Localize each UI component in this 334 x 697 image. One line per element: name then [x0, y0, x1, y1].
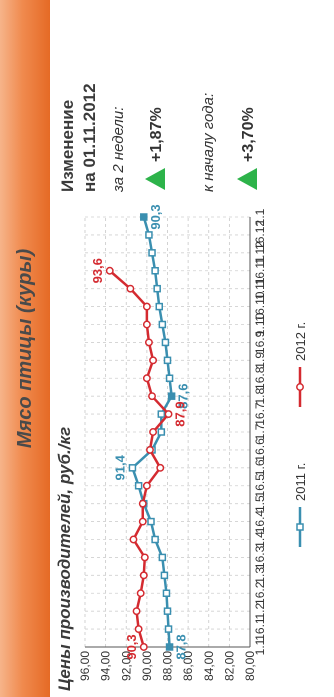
- data-point-2011: [158, 553, 167, 562]
- x-tick-label: 16.11: [253, 256, 267, 285]
- data-point-2011: [162, 589, 171, 597]
- data-point-2011: [151, 535, 159, 544]
- x-tick-label: 16.12: [253, 220, 267, 250]
- data-point-2012: [144, 338, 153, 347]
- data-point-2012: [138, 517, 147, 526]
- data-point-2011: [145, 231, 153, 239]
- legend-marker: [296, 383, 304, 391]
- y-tick-label: 90,00: [140, 651, 154, 681]
- data-point-2012: [136, 589, 145, 598]
- data-point-2012: [134, 625, 143, 634]
- data-point-2012: [146, 445, 154, 454]
- data-point-2011: [151, 267, 159, 275]
- y-tick-label: 80,00: [243, 651, 257, 681]
- data-point-2012: [126, 284, 135, 293]
- x-tick-label: 1.12: [253, 241, 267, 265]
- data-point-2012: [140, 553, 149, 562]
- data-point-2011: [165, 643, 174, 651]
- x-tick-label: 16.7: [253, 402, 267, 426]
- x-tick-label: 16.2: [253, 581, 267, 605]
- x-tick-label: 16.6: [253, 438, 267, 462]
- data-point-2012: [142, 481, 151, 490]
- data-point-2012: [156, 463, 165, 472]
- x-tick-label: 1.1: [253, 638, 267, 655]
- x-tick-label: 16.3: [253, 545, 267, 569]
- data-point-2011: [140, 213, 148, 221]
- data-point-2011: [157, 410, 166, 418]
- data-point-2011: [134, 482, 143, 490]
- y-tick-label: 84,00: [202, 651, 216, 681]
- x-tick-label: 1.5: [253, 495, 267, 512]
- data-label-2011: 87,6: [176, 384, 191, 409]
- legend-marker: [296, 523, 304, 531]
- y-tick-label: 82,00: [222, 651, 236, 681]
- data-point-2011: [128, 464, 137, 472]
- data-point-2011: [148, 249, 156, 257]
- x-tick-label: 1.2: [253, 603, 267, 620]
- x-tick-label: 16.10: [253, 291, 267, 321]
- x-tick-label: 16.9: [253, 330, 267, 354]
- y-tick-label: 96,00: [78, 651, 92, 681]
- data-point-2011: [157, 428, 166, 436]
- x-tick-label: 1.4: [253, 531, 267, 548]
- data-point-2011: [164, 625, 173, 633]
- series-line-2012: [108, 269, 171, 648]
- data-point-2011: [160, 571, 169, 580]
- x-tick-label: 1.8: [253, 388, 267, 405]
- data-point-2012: [164, 410, 173, 419]
- data-point-2012: [142, 320, 151, 329]
- x-tick-label: 16.4: [253, 510, 267, 534]
- data-point-2011: [167, 392, 176, 400]
- data-point-2012: [149, 428, 158, 436]
- y-tick-label: 86,00: [181, 651, 195, 681]
- legend-label: 2012 г.: [293, 322, 308, 361]
- x-tick-label: 1.10: [253, 312, 267, 336]
- data-point-2011: [163, 607, 172, 615]
- data-point-2011: [153, 284, 161, 293]
- x-tick-label: 1.7: [253, 423, 267, 440]
- data-point-2011: [147, 517, 155, 526]
- y-tick-label: 92,00: [119, 651, 133, 681]
- x-tick-label: 1.3: [253, 567, 267, 584]
- data-point-2011: [158, 320, 167, 329]
- x-tick-label: 1.11: [253, 277, 267, 300]
- data-label-2011: 91,4: [112, 454, 127, 480]
- data-label-2012: 90,3: [124, 634, 139, 659]
- data-point-2011: [165, 374, 174, 382]
- data-point-2012: [139, 643, 148, 651]
- x-tick-label: 1.9: [253, 352, 267, 369]
- data-point-2012: [105, 266, 114, 275]
- data-label-2011: 90,3: [148, 204, 163, 229]
- data-point-2012: [139, 571, 148, 580]
- data-point-2012: [132, 607, 141, 616]
- x-tick-label: 1.1: [253, 208, 267, 225]
- data-point-2012: [138, 499, 147, 508]
- data-point-2011: [163, 356, 172, 365]
- data-point-2012: [148, 392, 156, 401]
- data-point-2011: [161, 338, 170, 347]
- data-point-2012: [142, 374, 151, 383]
- x-tick-label: 1.6: [253, 459, 267, 476]
- y-tick-label: 88,00: [161, 651, 175, 681]
- data-point-2012: [142, 302, 151, 311]
- data-label-2011: 87,8: [174, 634, 189, 659]
- data-point-2012: [149, 356, 158, 365]
- legend-label: 2011 г.: [293, 463, 308, 501]
- x-tick-label: 16.1: [253, 617, 267, 641]
- x-tick-label: 16.5: [253, 474, 267, 498]
- y-tick-label: 94,00: [99, 651, 113, 681]
- data-point-2011: [155, 302, 163, 311]
- data-point-2012: [129, 535, 138, 544]
- data-label-2012: 93,6: [90, 258, 105, 283]
- data-label-2012: 87,9: [173, 401, 188, 426]
- x-tick-label: 16.8: [253, 366, 267, 390]
